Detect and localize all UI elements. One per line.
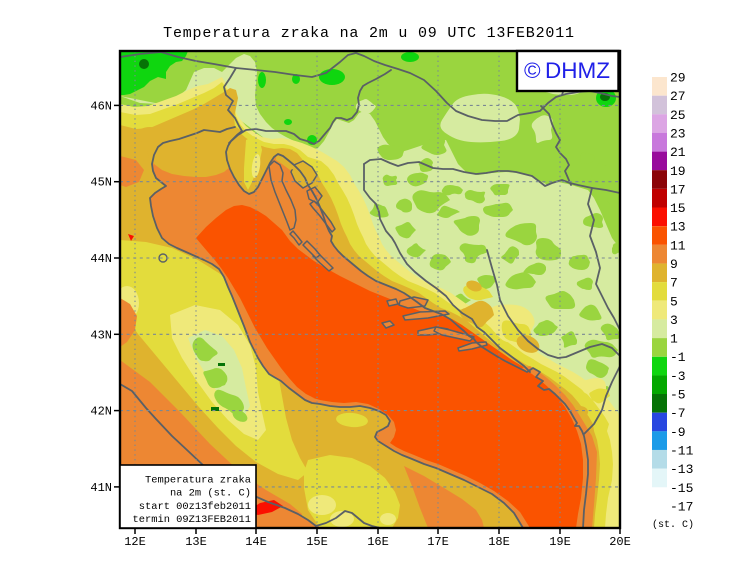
svg-text:19E: 19E (549, 535, 571, 549)
svg-text:-5: -5 (670, 388, 686, 403)
svg-text:-11: -11 (670, 444, 694, 459)
svg-text:-17: -17 (670, 499, 693, 514)
svg-text:(st. C): (st. C) (652, 519, 694, 531)
svg-text:23: 23 (670, 126, 686, 141)
svg-text:15E: 15E (306, 535, 328, 549)
svg-text:13E: 13E (185, 535, 207, 549)
svg-text:12E: 12E (124, 535, 146, 549)
svg-text:18E: 18E (488, 535, 510, 549)
svg-text:21: 21 (670, 145, 686, 160)
svg-text:41N: 41N (90, 481, 112, 495)
svg-text:17E: 17E (427, 535, 449, 549)
svg-text:13: 13 (670, 220, 686, 235)
svg-text:46N: 46N (90, 99, 112, 113)
svg-text:43N: 43N (90, 328, 112, 342)
svg-text:termin 09Z13FEB2011: termin 09Z13FEB2011 (133, 514, 251, 526)
svg-text:-13: -13 (670, 462, 693, 477)
svg-text:15: 15 (670, 201, 686, 216)
svg-text:42N: 42N (90, 405, 112, 419)
svg-text:19: 19 (670, 164, 686, 179)
svg-text:1: 1 (670, 332, 678, 347)
svg-text:20E: 20E (609, 535, 631, 549)
svg-text:14E: 14E (245, 535, 267, 549)
svg-text:44N: 44N (90, 252, 112, 266)
svg-text:-15: -15 (670, 481, 693, 496)
svg-text:5: 5 (670, 294, 678, 309)
svg-text:17: 17 (670, 182, 686, 197)
svg-text:25: 25 (670, 108, 686, 123)
svg-text:7: 7 (670, 276, 678, 291)
svg-text:45N: 45N (90, 176, 112, 190)
svg-text:Temperatura zraka na 2m u 09 U: Temperatura zraka na 2m u 09 UTC 13FEB20… (163, 25, 575, 42)
svg-text:start 00z13feb2011: start 00z13feb2011 (139, 501, 251, 513)
svg-text:Temperatura zraka: Temperatura zraka (145, 475, 251, 487)
svg-text:27: 27 (670, 89, 686, 104)
svg-text:11: 11 (670, 238, 686, 253)
svg-text:-1: -1 (670, 350, 686, 365)
svg-text:3: 3 (670, 313, 678, 328)
svg-text:na 2m (st. C): na 2m (st. C) (170, 488, 251, 500)
svg-text:-3: -3 (670, 369, 686, 384)
svg-text:9: 9 (670, 257, 678, 272)
svg-text:-7: -7 (670, 406, 686, 421)
svg-text:16E: 16E (367, 535, 389, 549)
svg-text:© DHMZ: © DHMZ (524, 58, 610, 83)
svg-text:-9: -9 (670, 425, 686, 440)
svg-text:29: 29 (670, 71, 686, 86)
